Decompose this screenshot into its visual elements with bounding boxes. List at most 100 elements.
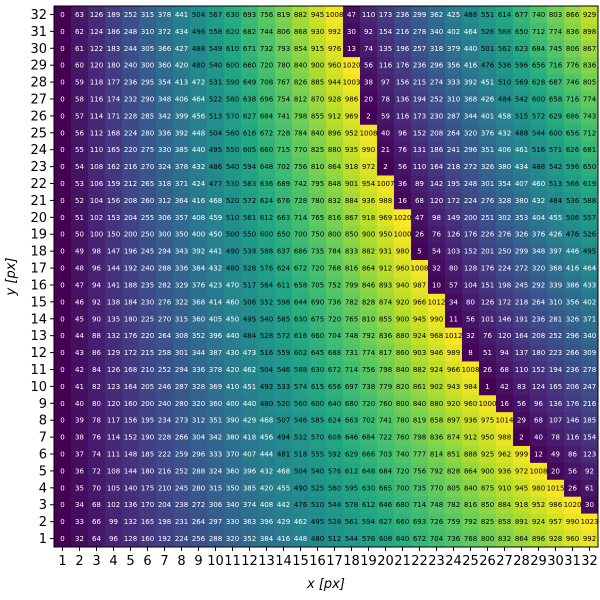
cell-value-label: 264 <box>192 518 206 526</box>
heatmap-cell <box>581 191 599 210</box>
cell-value-label: 177 <box>107 79 120 87</box>
cell-value-label: 960 <box>464 400 477 408</box>
heatmap-cell <box>513 462 531 480</box>
heatmap-cell <box>275 327 293 345</box>
heatmap-cell <box>496 310 514 328</box>
heatmap-cell <box>207 310 225 328</box>
cell-value-label: 192 <box>124 265 137 273</box>
heatmap-cell <box>513 276 531 294</box>
cell-value-label: 260 <box>141 197 154 205</box>
cell-value-label: 290 <box>141 95 154 103</box>
heatmap-cell <box>360 377 378 396</box>
heatmap-cell <box>139 191 157 210</box>
cell-value-label: 686 <box>566 112 580 120</box>
cell-value-label: 83 <box>517 383 526 391</box>
y-tick-label: 13 <box>30 329 47 344</box>
cell-value-label: 722 <box>379 434 392 442</box>
cell-value-label: 38 <box>75 434 84 442</box>
y-tick-label: 6 <box>39 448 47 463</box>
cell-value-label: 296 <box>566 332 580 340</box>
heatmap-cell <box>122 158 140 176</box>
heatmap-cell <box>71 377 89 396</box>
heatmap-cell <box>462 242 480 260</box>
heatmap-cell <box>156 141 174 159</box>
heatmap-cell <box>258 496 276 514</box>
cell-value-label: 494 <box>277 434 291 442</box>
heatmap-cell <box>241 276 259 294</box>
heatmap-cell <box>309 158 327 176</box>
heatmap-cell <box>207 513 225 531</box>
cell-value-label: 147 <box>107 248 120 256</box>
heatmap-cell <box>173 344 191 362</box>
cell-value-label: 928 <box>328 95 341 103</box>
cell-value-label: 234 <box>158 417 172 425</box>
heatmap-cell <box>292 462 310 480</box>
heatmap-cell <box>411 411 429 430</box>
heatmap-cell <box>139 428 157 446</box>
cell-value-label: 504 <box>192 11 206 19</box>
cell-value-label: 945 <box>515 484 528 492</box>
cell-value-label: 770 <box>430 484 443 492</box>
cell-value-label: 110 <box>413 163 426 171</box>
cell-value-label: 806 <box>566 45 580 53</box>
heatmap-cell <box>343 462 361 480</box>
y-tick-label: 11 <box>30 363 47 378</box>
cell-value-label: 946 <box>430 349 444 357</box>
cell-value-label: 248 <box>464 180 477 188</box>
cell-value-label: 151 <box>481 281 494 289</box>
cell-value-label: 850 <box>345 231 358 239</box>
cell-value-label: 630 <box>226 11 239 19</box>
cell-value-label: 735 <box>413 484 426 492</box>
heatmap-cell <box>343 293 361 311</box>
cell-value-label: 48 <box>75 265 84 273</box>
cell-value-label: 301 <box>481 180 494 188</box>
cell-value-label: 137 <box>515 349 528 357</box>
heatmap-cell <box>547 411 565 430</box>
cell-value-label: 312 <box>192 417 205 425</box>
heatmap-cell <box>462 479 480 497</box>
cell-value-label: 516 <box>260 349 274 357</box>
cell-value-label: 987 <box>413 281 426 289</box>
cell-value-label: 532 <box>294 434 307 442</box>
heatmap-cell <box>496 208 514 227</box>
heatmap-cell <box>479 445 497 463</box>
cell-value-label: 252 <box>549 332 562 340</box>
x-axis-ticks: 1 2 3 4 5 6 7 8 9 10 11 12 13 14 15 16 17 18 19 20 21 22 23 24 2… <box>58 547 598 569</box>
heatmap-cell <box>241 344 259 362</box>
heatmap-cell <box>547 377 565 396</box>
x-tick-label: 20 <box>377 554 394 569</box>
cell-value-label: 165 <box>549 383 562 391</box>
heatmap-cell <box>479 225 497 244</box>
cell-value-label: 390 <box>226 417 239 425</box>
cell-value-label: 294 <box>158 248 172 256</box>
cell-value-label: 236 <box>566 366 580 374</box>
heatmap-cell <box>360 276 378 294</box>
heatmap-cell <box>513 208 531 227</box>
heatmap-cell <box>513 175 531 193</box>
cell-value-label: 588 <box>294 366 307 374</box>
cell-value-label: 663 <box>277 214 290 222</box>
cell-value-label: 33 <box>75 518 84 526</box>
cell-value-label: 363 <box>243 518 256 526</box>
cell-value-label: 136 <box>396 95 410 103</box>
cell-value-label: 448 <box>192 129 205 137</box>
heatmap-cell <box>156 344 174 362</box>
cell-value-label: 0 <box>60 45 64 53</box>
heatmap-cell <box>224 479 242 497</box>
cell-value-label: 897 <box>447 417 460 425</box>
cell-value-label: 70 <box>92 484 101 492</box>
cell-value-label: 806 <box>277 28 291 36</box>
heatmap-cell <box>326 361 344 379</box>
cell-value-label: 792 <box>430 467 443 475</box>
cell-value-label: 756 <box>413 467 427 475</box>
cell-value-label: 244 <box>124 45 138 53</box>
cell-value-label: 96 <box>109 535 118 543</box>
heatmap-cell <box>326 293 344 311</box>
cell-value-label: 504 <box>294 467 308 475</box>
cell-value-label: 880 <box>430 400 443 408</box>
heatmap-cell <box>258 530 276 548</box>
cell-value-label: 805 <box>447 484 460 492</box>
cell-value-label: 440 <box>464 45 477 53</box>
heatmap-cell <box>462 208 480 227</box>
cell-value-label: 150 <box>107 231 120 239</box>
